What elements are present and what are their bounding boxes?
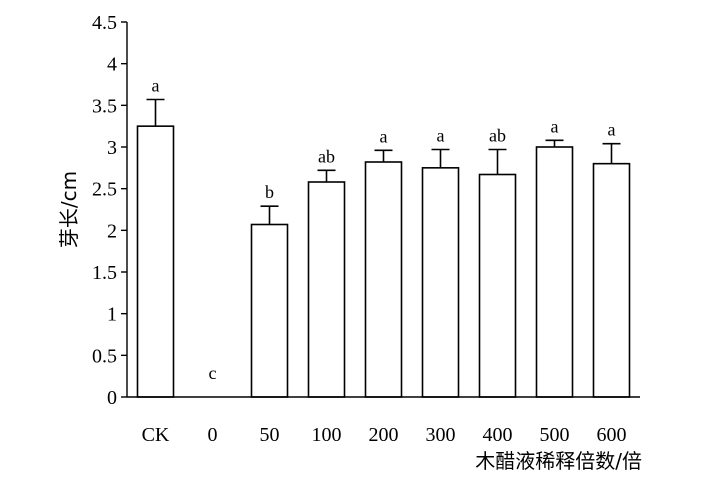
x-tick-label: 50 (260, 424, 280, 446)
significance-label: a (380, 126, 388, 146)
y-tick-label: 1 (107, 304, 117, 326)
bar (478, 173, 517, 398)
y-tick-label: 3.5 (92, 95, 117, 117)
x-tick-label: 400 (483, 424, 513, 446)
bar (421, 167, 460, 398)
x-tick-label: 600 (597, 424, 627, 446)
y-axis: 0 0.5 1 1.5 2 2.5 3 3.5 4 4.5 (92, 12, 127, 409)
significance-label: a (551, 116, 559, 136)
x-tick-label: 200 (369, 424, 399, 446)
bar (364, 161, 403, 398)
y-tick-label: 4 (107, 54, 117, 76)
bar (307, 181, 346, 398)
y-tick-label: 4.5 (92, 12, 117, 34)
significance-label: ab (318, 146, 335, 166)
x-tick-label: 0 (208, 424, 218, 446)
significance-label: c (209, 363, 217, 383)
x-axis: CK 0 50 100 200 300 400 500 600 (142, 424, 627, 446)
x-tick-label: 100 (312, 424, 342, 446)
x-tick-label: 300 (426, 424, 456, 446)
y-tick-label: 0 (107, 387, 117, 409)
y-tick-label: 0.5 (92, 345, 117, 367)
y-axis-title: 芽长/cm (57, 171, 81, 248)
y-tick-label: 2.5 (92, 179, 117, 201)
significance-label: b (265, 182, 274, 202)
bar (592, 162, 631, 398)
significance-label: a (152, 76, 160, 96)
bar (535, 146, 574, 398)
significance-label: ab (489, 126, 506, 146)
x-axis-title: 木醋液稀释倍数/倍 (475, 449, 642, 473)
y-tick-label: 2 (107, 220, 117, 242)
significance-label: a (437, 126, 445, 146)
x-tick-label: 500 (540, 424, 570, 446)
y-tick-label: 3 (107, 137, 117, 159)
x-tick-label: CK (142, 424, 170, 446)
y-tick-label: 1.5 (92, 262, 117, 284)
bar (250, 223, 289, 398)
bars: a c b ab a a ab a a (136, 76, 631, 398)
bar (136, 125, 175, 398)
significance-label: a (608, 120, 616, 140)
